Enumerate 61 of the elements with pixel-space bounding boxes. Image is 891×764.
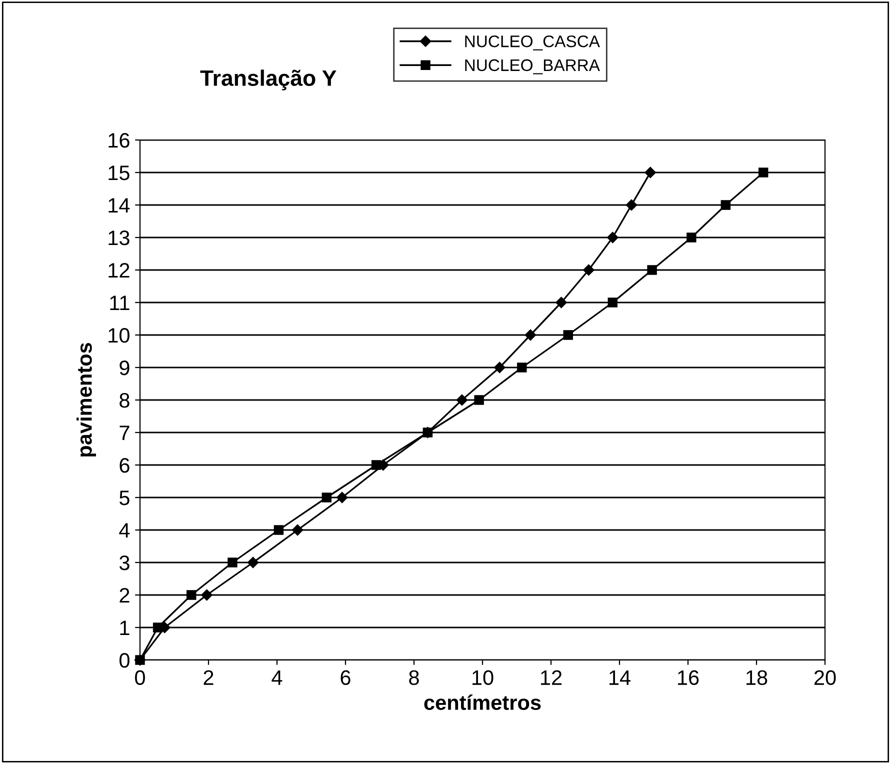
point (186, 590, 196, 600)
point (274, 525, 284, 535)
x-tick-label: 20 (814, 670, 836, 686)
y-tick-label: 12 (108, 263, 130, 278)
y-tick-label: 8 (120, 393, 130, 408)
point (644, 166, 656, 178)
point (247, 556, 259, 568)
point (456, 394, 468, 406)
point (135, 655, 145, 665)
point (152, 622, 163, 632)
y-tick-label: 7 (120, 426, 130, 440)
legend-label: NUCLEO_CASCA (465, 35, 600, 50)
y-tick-label: 1 (120, 620, 130, 636)
x-tick-label: 10 (472, 670, 494, 686)
point (686, 232, 696, 242)
x-tick-label: 6 (340, 670, 350, 686)
x-tick-label: 0 (135, 670, 145, 686)
x-tick-label: 2 (204, 670, 214, 685)
x-tick-label: 4 (272, 670, 282, 685)
y-tick-label: 11 (110, 296, 130, 310)
point (474, 395, 484, 405)
x-tick-label: 8 (409, 670, 419, 686)
y-tick-label: 6 (120, 458, 130, 473)
y-tick-label: 15 (108, 166, 130, 180)
y-tick-label: 4 (119, 523, 130, 538)
legend-label: NUCLEO_BARRA (465, 59, 600, 74)
point (292, 524, 304, 536)
x-tick-label: 16 (678, 670, 699, 686)
y-tick-label: 13 (108, 230, 130, 246)
y-tick-label: 16 (108, 133, 130, 148)
y-tick-label: 5 (120, 490, 130, 506)
point (494, 362, 506, 374)
point (336, 492, 348, 504)
y-tick-label: 0 (120, 653, 130, 668)
point (556, 296, 567, 308)
y-axis-title: pavimentos (76, 342, 96, 457)
y-tick-label: 10 (108, 328, 130, 343)
y-tick-label: 3 (119, 556, 130, 570)
point (563, 330, 573, 340)
y-tick-label: 9 (120, 360, 130, 376)
point (583, 264, 594, 276)
y-tick-label: 14 (108, 198, 130, 213)
point (524, 329, 536, 341)
point (517, 362, 527, 372)
point (422, 428, 433, 438)
point (720, 200, 731, 210)
point (607, 232, 618, 244)
point (647, 265, 657, 275)
point (322, 492, 332, 502)
point (371, 460, 382, 470)
x-tick-label: 12 (541, 670, 562, 685)
chart-title: Translação Y (200, 70, 336, 90)
point (201, 589, 212, 601)
y-tick-label: 2 (120, 588, 130, 603)
point (228, 558, 238, 568)
point (758, 168, 768, 178)
x-tick-label: 18 (746, 670, 768, 686)
point (626, 199, 638, 211)
x-tick-label: 14 (610, 670, 630, 685)
point (608, 298, 618, 308)
x-axis-title: centímetros (424, 694, 541, 710)
